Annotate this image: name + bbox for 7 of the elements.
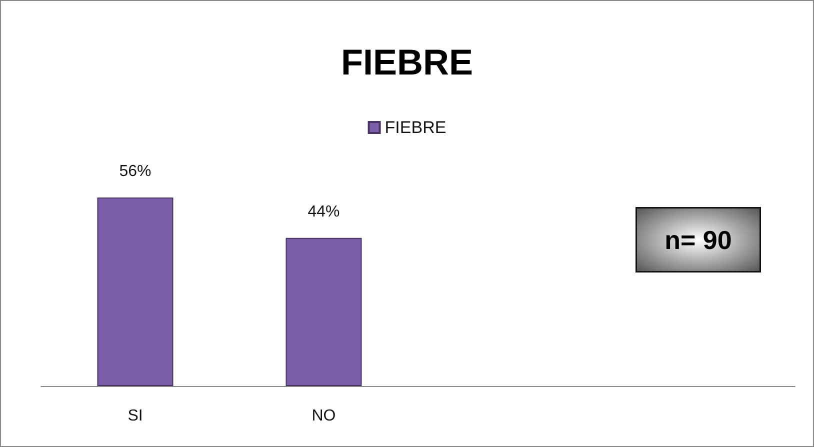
data-label: 44% [308,203,340,220]
legend-label: FIEBRE [384,118,446,137]
x-tick-label: SI [128,408,143,424]
chart-title: FIEBRE [340,42,474,82]
data-label: 56% [119,162,152,180]
x-tick-label: NO [312,408,336,424]
annotation: n= 90 [664,224,732,255]
